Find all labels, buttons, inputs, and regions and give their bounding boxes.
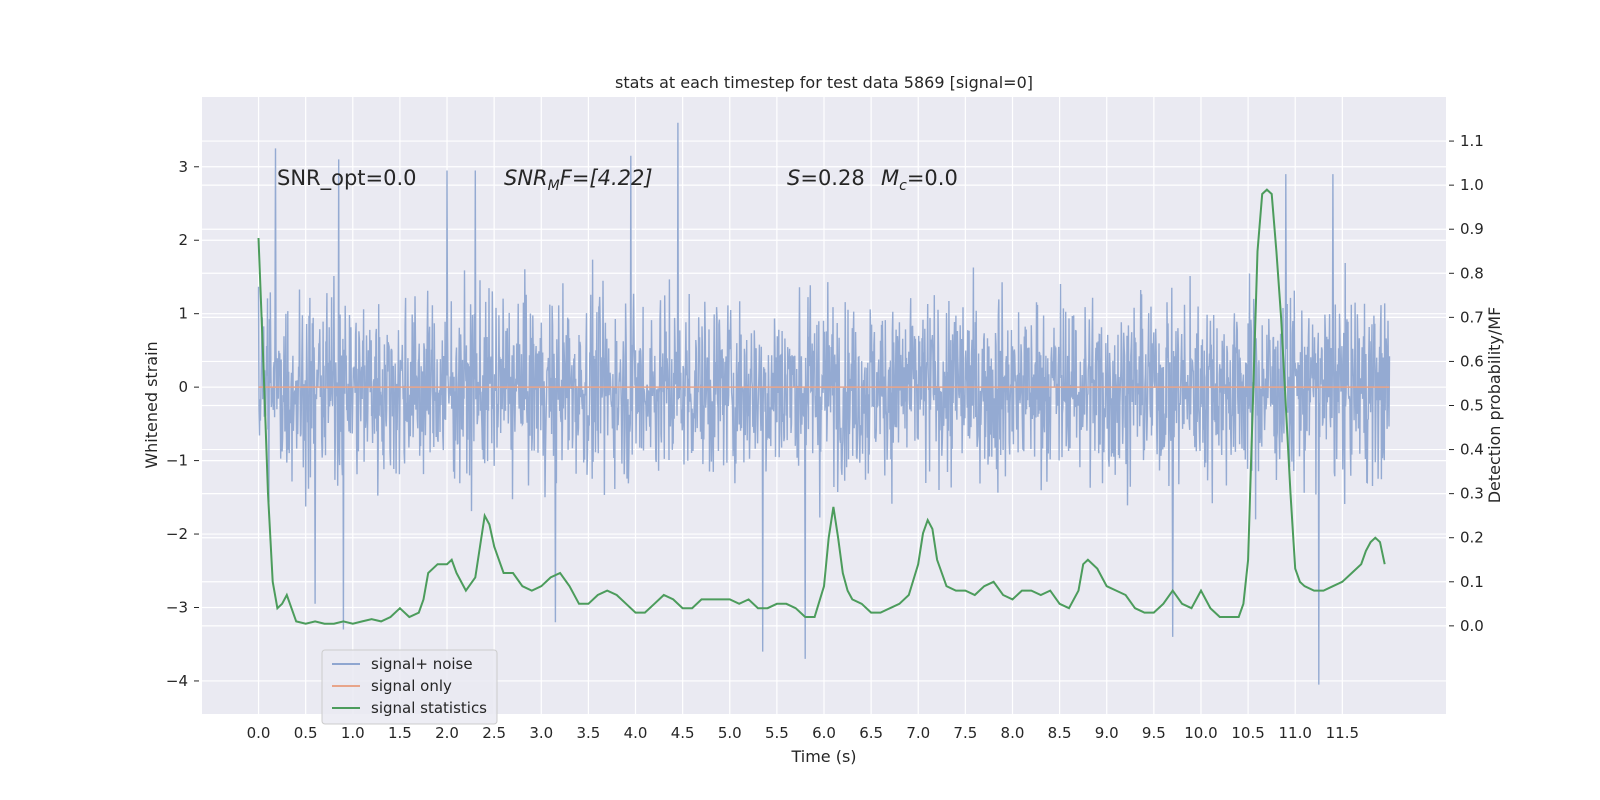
y-right-tick-label: 0.5 [1460, 397, 1484, 415]
x-tick-label: 9.0 [1095, 724, 1119, 742]
y-right-axis-label: Detection probability/MF [1485, 307, 1504, 504]
legend-label-signal-statistics: signal statistics [371, 699, 487, 717]
x-tick-label: 0.0 [247, 724, 271, 742]
chart-title: stats at each timestep for test data 586… [615, 73, 1033, 92]
annotation-s-label: S [787, 166, 800, 190]
annotation-s-value: =0.28 [800, 166, 864, 190]
y-right-tick-label: 0.6 [1460, 352, 1484, 370]
y-tick-label: 2 [178, 231, 188, 249]
x-tick-label: 7.5 [953, 724, 977, 742]
annotation-snr-mf-main: SNR [504, 166, 548, 190]
y-tick-label: −4 [166, 672, 188, 690]
y-right-tick-label: 0.8 [1460, 264, 1484, 282]
x-tick-label: 9.5 [1142, 724, 1166, 742]
x-tick-label: 5.0 [718, 724, 742, 742]
annotation-snr-mf-rest: F=[4.22] [560, 166, 653, 190]
x-tick-label: 1.5 [388, 724, 412, 742]
axis-ticks: 0.0 0.5 1.0 1.5 2.0 2.5 3.0 3.5 4.0 4.5 5.0 5.5 6.0 6… [166, 132, 1484, 742]
y-right-tick-label: 0.0 [1460, 617, 1484, 635]
x-tick-label: 4.5 [671, 724, 695, 742]
y-right-tick-label: 0.3 [1460, 485, 1484, 503]
y-right-tick-label: 1.1 [1460, 132, 1484, 150]
x-tick-label: 11.0 [1279, 724, 1312, 742]
x-tick-label: 3.5 [576, 724, 600, 742]
x-tick-label: 2.0 [435, 724, 459, 742]
x-tick-label: 10.5 [1231, 724, 1264, 742]
x-axis-label: Time (s) [790, 747, 856, 766]
x-tick-label: 5.5 [765, 724, 789, 742]
y-right-tick-label: 0.1 [1460, 573, 1484, 591]
y-right-tick-label: 0.9 [1460, 220, 1484, 238]
signal-noise-line [257, 122, 1391, 685]
y-right-tick-label: 0.2 [1460, 529, 1484, 547]
y-tick-label: −3 [166, 598, 188, 616]
annotations: SNR_opt=0.0 SNRMF=[4.22] S=0.28 Mc=0.0 [277, 166, 958, 194]
x-tick-label: 8.0 [1001, 724, 1025, 742]
x-tick-label: 11.5 [1326, 724, 1359, 742]
x-tick-label: 0.5 [294, 724, 318, 742]
x-tick-label: 10.0 [1184, 724, 1217, 742]
y-right-tick-label: 0.7 [1460, 308, 1484, 326]
y-right-tick-label: 1.0 [1460, 176, 1484, 194]
legend-label-signal-only: signal only [371, 677, 452, 695]
x-tick-label: 3.0 [529, 724, 553, 742]
x-tick-label: 1.0 [341, 724, 365, 742]
y-axis-label: Whitened strain [142, 341, 161, 468]
x-tick-label: 4.0 [624, 724, 648, 742]
annotation-mc-value: =0.0 [907, 166, 958, 190]
y-tick-label: 3 [178, 158, 188, 176]
legend-label-signal-noise: signal+ noise [371, 655, 473, 673]
x-tick-label: 2.5 [482, 724, 506, 742]
y-tick-label: −1 [166, 452, 188, 470]
signal-statistics-series [257, 188, 1386, 625]
annotation-snr-mf: SNRMF=[4.22] [504, 166, 653, 194]
annotation-mc: Mc=0.0 [881, 166, 958, 194]
x-tick-label: 7.0 [906, 724, 930, 742]
annotation-snr-opt: SNR_opt=0.0 [277, 166, 417, 191]
annotation-mc-label: M [881, 166, 899, 190]
annotation-s: S=0.28 [787, 166, 865, 190]
x-tick-label: 6.0 [812, 724, 836, 742]
x-tick-label: 6.5 [859, 724, 883, 742]
y-tick-label: 1 [178, 305, 188, 323]
annotation-mc-sub: c [899, 178, 907, 194]
signal-noise-series [257, 122, 1391, 685]
legend: signal+ noise signal only signal statist… [321, 649, 498, 725]
annotation-snr-mf-sub: M [548, 178, 560, 194]
y-tick-label: 0 [178, 378, 188, 396]
legend-box [321, 649, 498, 725]
y-tick-label: −2 [166, 525, 188, 543]
y-right-tick-label: 0.4 [1460, 441, 1484, 459]
x-tick-label: 8.5 [1048, 724, 1072, 742]
signal-statistics-line [257, 188, 1386, 625]
